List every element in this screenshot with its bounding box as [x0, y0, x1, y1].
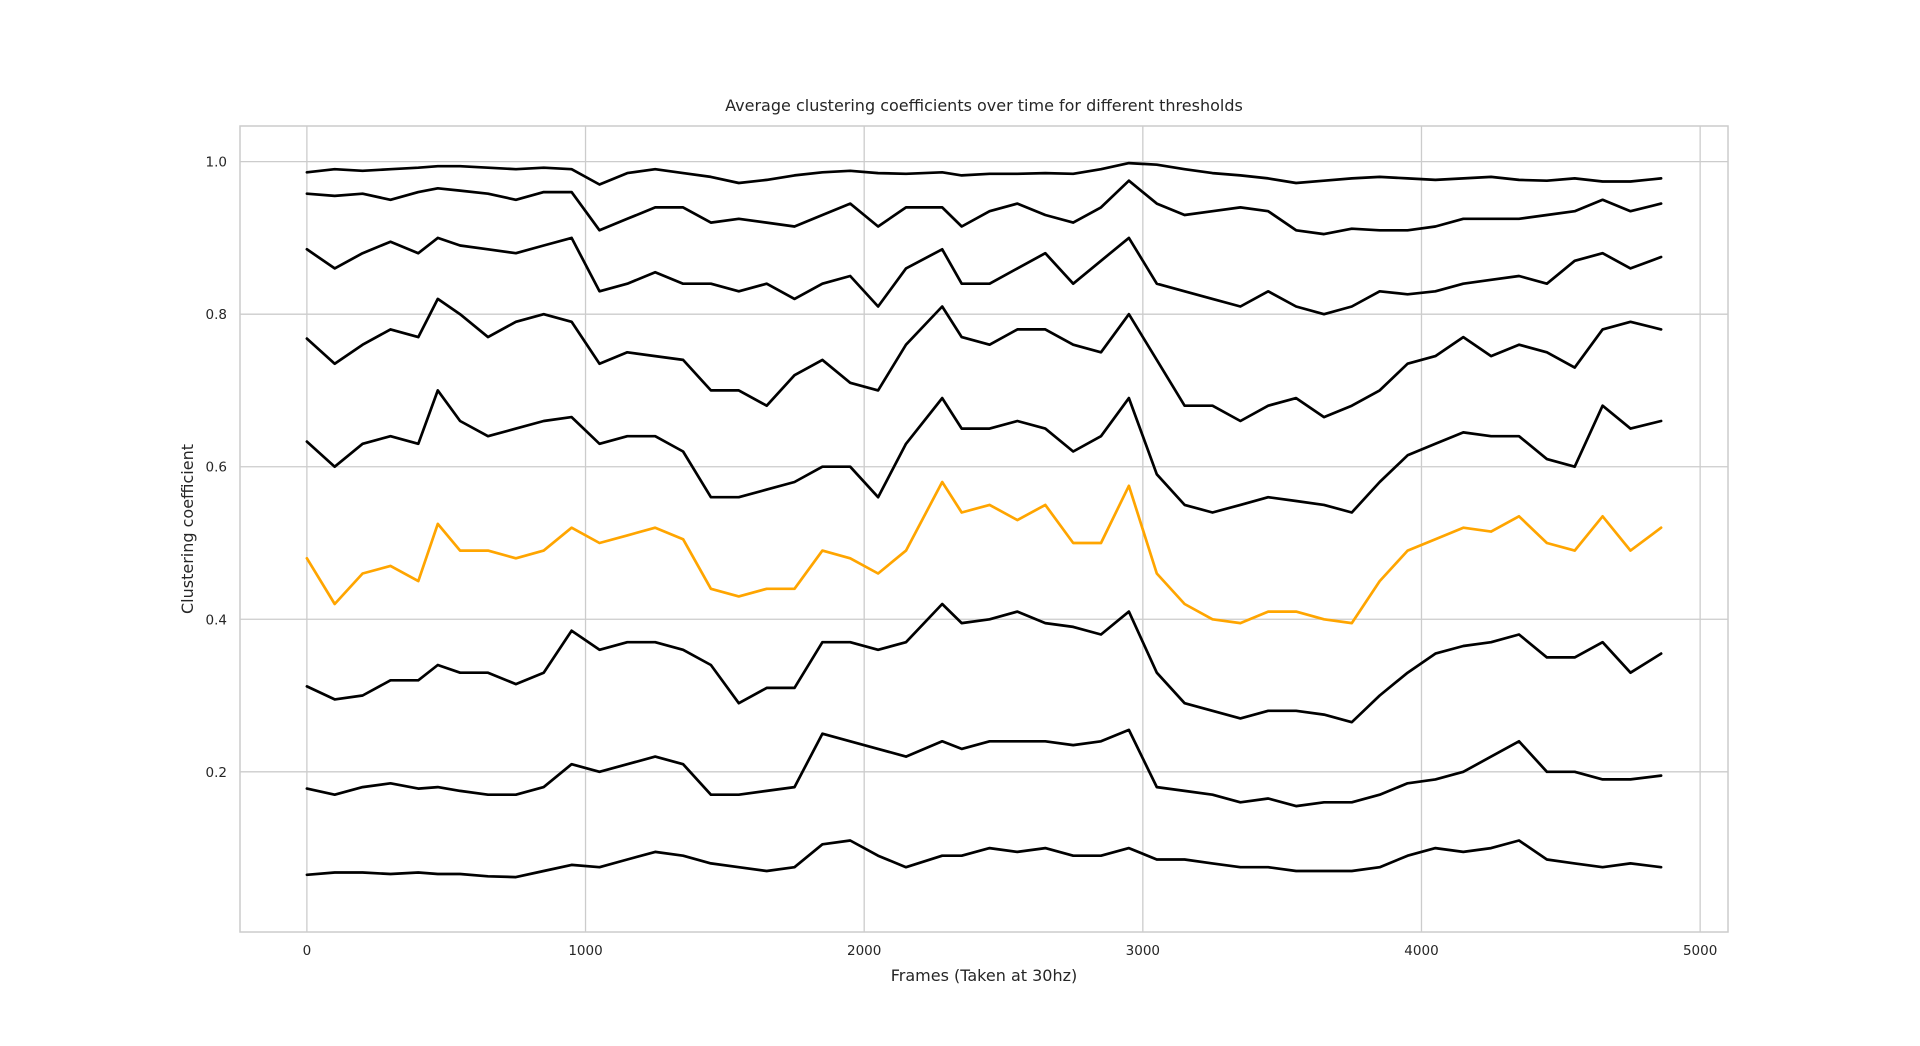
- y-tick-label: 1.0: [206, 155, 227, 171]
- x-tick-label: 2000: [847, 943, 881, 959]
- series-line-2: [305, 179, 1663, 236]
- x-tick-label: 1000: [568, 943, 602, 959]
- series-line-5: [305, 389, 1663, 514]
- x-axis-label: Frames (Taken at 30hz): [891, 966, 1078, 985]
- series-line-6: [305, 480, 1663, 625]
- series-line-4: [305, 297, 1663, 423]
- series-line-7: [305, 602, 1663, 724]
- tick-labels: 0 1000 2000 3000 4000 5000 0.2 0.4 0.6 0.8 1.0: [206, 155, 1718, 959]
- x-tick-label: 4000: [1404, 943, 1438, 959]
- series-group: [305, 161, 1663, 879]
- x-tick-label: 0: [303, 943, 312, 959]
- x-tick-label: 3000: [1126, 943, 1160, 959]
- chart-title: Average clustering coefficients over tim…: [725, 96, 1243, 115]
- plot-frame: [239, 125, 1729, 933]
- series-line-9: [305, 839, 1663, 879]
- x-tick-label: 5000: [1683, 943, 1717, 959]
- y-tick-label: 0.2: [206, 765, 227, 781]
- y-axis-label: Clustering coefficient: [178, 444, 197, 614]
- series-line-8: [305, 728, 1663, 808]
- series-line-3: [305, 236, 1663, 316]
- y-tick-label: 0.8: [206, 307, 227, 323]
- y-tick-label: 0.4: [206, 612, 227, 628]
- series-line-1: [305, 161, 1663, 186]
- y-tick-label: 0.6: [206, 460, 227, 476]
